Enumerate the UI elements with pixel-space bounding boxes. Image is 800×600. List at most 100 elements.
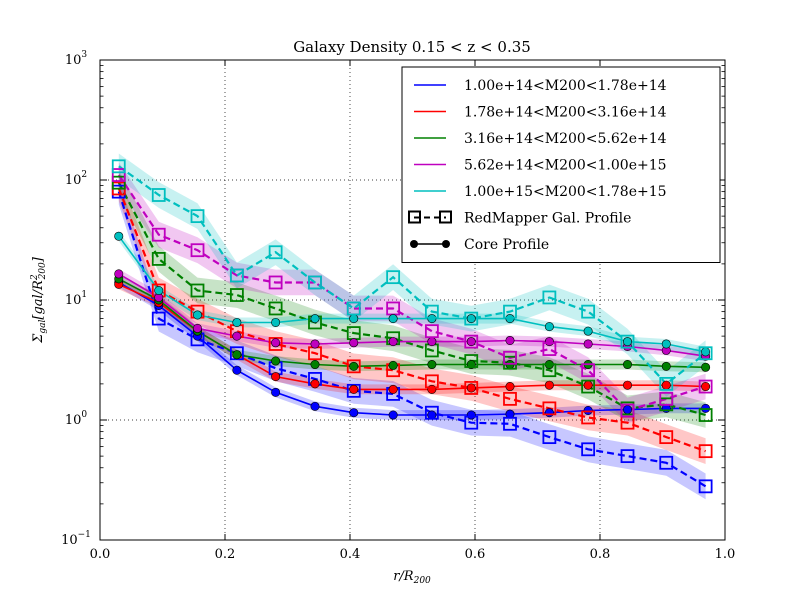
core-point [505, 382, 515, 392]
redmapper-point [542, 401, 557, 416]
redmapper-point [190, 243, 205, 258]
redmapper-point [659, 455, 674, 470]
redmapper-point [542, 363, 557, 378]
redmapper-point [464, 334, 479, 349]
core-band [118, 273, 706, 373]
core-point [661, 380, 671, 390]
redmapper-point [346, 301, 361, 316]
core-point [544, 408, 554, 418]
redmapper-point [464, 381, 479, 395]
core-point [388, 360, 398, 370]
redmapper-point [111, 159, 126, 174]
legend-box [401, 66, 721, 263]
redmapper-point [581, 379, 596, 394]
core-point [583, 326, 593, 336]
legend-square-marker [439, 210, 452, 224]
redmapper-point [229, 268, 244, 283]
y-tick-label: 100 [65, 410, 88, 428]
redmapper-band [118, 178, 706, 500]
core-point [232, 317, 242, 327]
redmapper-point [268, 245, 283, 260]
core-point [232, 365, 242, 375]
core-point [622, 337, 632, 347]
redmapper-point [111, 175, 126, 190]
core-point [583, 405, 593, 415]
tick-layer: 0.0 0.2 0.4 0.6 0.8 1.0 10−1 100 101 102 103 [61, 50, 735, 562]
core-point [661, 339, 671, 349]
redmapper-profile-line [117, 182, 706, 417]
core-point [271, 372, 281, 382]
legend-label: 3.16e+14<M200<5.62e+14 [464, 131, 667, 147]
redmapper-point [503, 350, 517, 365]
core-point [310, 314, 320, 324]
redmapper-band [118, 169, 706, 428]
core-point [349, 338, 359, 348]
redmapper-point [386, 270, 401, 285]
x-tick-label: 0.0 [90, 547, 111, 562]
core-point [232, 350, 242, 360]
y-tick-label: 102 [65, 170, 87, 188]
core-point [271, 338, 281, 348]
core-point [349, 314, 359, 324]
redmapper-point [659, 391, 674, 406]
core-point [232, 331, 242, 341]
redmapper-point [268, 301, 283, 316]
redmapper-point [229, 288, 244, 302]
core-profile-line [118, 273, 706, 357]
redmapper-point [698, 479, 713, 494]
redmapper-point [424, 405, 439, 420]
core-point [701, 362, 711, 372]
core-point [466, 410, 476, 420]
redmapper-point [581, 410, 596, 425]
core-point [466, 337, 476, 347]
core-profile-line [118, 281, 706, 416]
core-point [271, 317, 281, 327]
core-point [544, 322, 554, 332]
redmapper-point [503, 416, 517, 431]
redmapper-point [151, 188, 166, 202]
core-point [349, 361, 359, 371]
core-point [349, 408, 359, 418]
redmapper-point [542, 342, 557, 356]
y-axis-label: Σgal[gal/R2200] [30, 256, 48, 344]
y-tick-label: 10−1 [61, 530, 91, 548]
legend-label: Core Profile [464, 237, 549, 253]
core-point [114, 231, 124, 241]
core-point [388, 314, 398, 324]
redmapper-point [151, 311, 166, 326]
core-band [118, 268, 706, 362]
core-point [310, 401, 320, 411]
legend-label: 1.00e+14<M200<1.78e+14 [464, 78, 667, 94]
x-tick-label: 1.0 [715, 547, 736, 562]
core-point [388, 384, 398, 394]
legend-square-marker [408, 210, 421, 224]
core-point [271, 387, 281, 397]
core-point [427, 360, 437, 370]
core-point [622, 360, 632, 370]
x-tick-label: 0.2 [215, 547, 236, 562]
redmapper-point [620, 334, 635, 349]
core-point [622, 380, 632, 390]
chart-title: Galaxy Density 0.15 < z < 0.35 [293, 38, 531, 56]
core-band [118, 279, 706, 395]
core-point [544, 380, 554, 390]
core-point [427, 384, 437, 394]
core-point [505, 335, 515, 345]
redmapper-point [190, 283, 205, 298]
redmapper-point [464, 311, 479, 326]
core-point [349, 384, 359, 394]
redmapper-point [620, 403, 635, 418]
core-point [427, 314, 437, 324]
core-point [701, 382, 711, 392]
redmapper-point [424, 324, 439, 339]
x-tick-label: 0.4 [340, 547, 361, 562]
redmapper-point [698, 346, 713, 361]
redmapper-point [424, 304, 439, 319]
y-tick-label: 103 [65, 50, 88, 68]
redmapper-point [503, 304, 517, 319]
core-point [271, 356, 281, 366]
legend-label: 1.78e+14<M200<3.16e+14 [464, 105, 667, 121]
x-tick-label: 0.8 [590, 547, 611, 562]
redmapper-band [118, 162, 706, 424]
